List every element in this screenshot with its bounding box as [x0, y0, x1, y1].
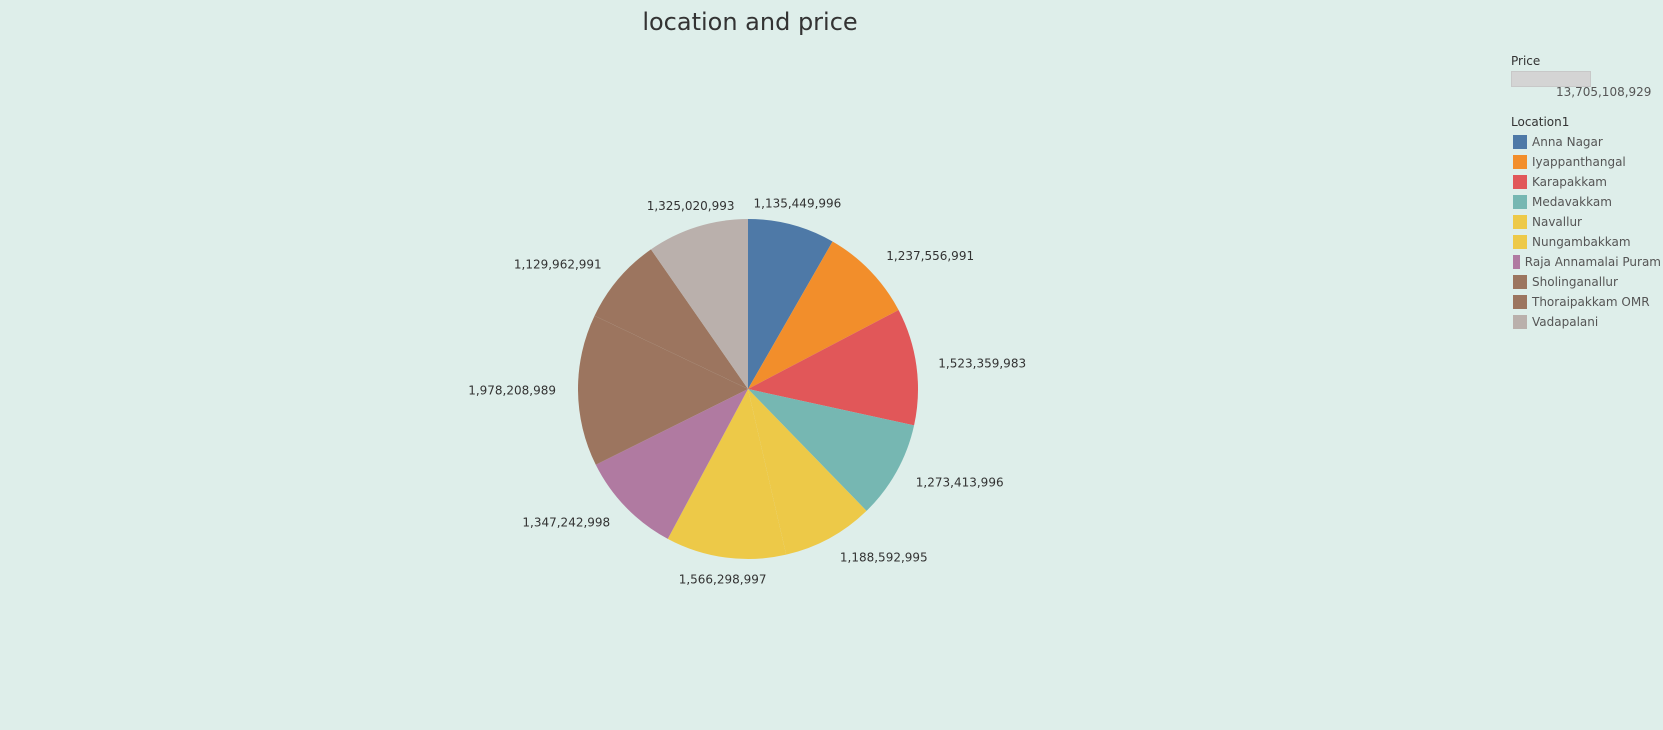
legend: Price 13,705,108,929 Location1 Anna Naga…: [1511, 54, 1661, 332]
slice-value-label: 1,135,449,996: [754, 197, 842, 211]
legend-item[interactable]: Medavakkam: [1511, 192, 1661, 212]
legend-swatch: [1513, 275, 1527, 289]
legend-label: Sholinganallur: [1532, 275, 1618, 289]
legend-item[interactable]: Karapakkam: [1511, 172, 1661, 192]
price-legend-title: Price: [1511, 54, 1541, 68]
legend-label: Karapakkam: [1532, 175, 1607, 189]
legend-swatch: [1513, 255, 1520, 269]
slice-value-label: 1,325,020,993: [647, 199, 735, 213]
legend-label: Vadapalani: [1532, 315, 1599, 329]
legend-label: Iyappanthangal: [1532, 155, 1626, 169]
legend-swatch: [1513, 175, 1527, 189]
legend-swatch: [1513, 235, 1527, 249]
legend-swatch: [1513, 315, 1527, 329]
legend-swatch: [1513, 215, 1527, 229]
slice-value-label: 1,523,359,983: [938, 356, 1026, 370]
legend-item[interactable]: Raja Annamalai Puram: [1511, 252, 1661, 272]
price-range-label: 13,705,108,929: [1556, 85, 1652, 99]
legend-item[interactable]: Nungambakkam: [1511, 232, 1661, 252]
legend-swatch: [1513, 135, 1527, 149]
pie-slice-raja-annamalai-puram[interactable]: [595, 389, 748, 539]
price-size-bar: [1511, 71, 1591, 87]
pie-slice-nungambakkam[interactable]: [667, 389, 787, 560]
slice-value-label: 1,347,242,998: [522, 516, 610, 530]
legend-items: Anna Nagar Iyappanthangal Karapakkam Medava…: [1511, 132, 1661, 332]
pie-slice-iyappanthangal[interactable]: [748, 241, 899, 389]
slice-value-label: 1,188,592,995: [840, 551, 928, 565]
slice-value-label: 1,566,298,997: [679, 572, 767, 586]
pie-slice-navallur[interactable]: [748, 389, 867, 555]
location-legend-title: Location1: [1511, 115, 1570, 129]
pie-slice-medavakkam[interactable]: [748, 389, 915, 511]
legend-item[interactable]: Vadapalani: [1511, 312, 1661, 332]
pie-slice-vadapalani[interactable]: [650, 219, 748, 389]
slice-value-label: 1,237,556,991: [886, 249, 974, 263]
pie-slice-sholinganallur[interactable]: [577, 315, 748, 465]
legend-item[interactable]: Navallur: [1511, 212, 1661, 232]
pie-slice-anna-nagar[interactable]: [748, 219, 833, 389]
legend-label: Nungambakkam: [1532, 235, 1631, 249]
pie-slice-thoraipakkam-omr[interactable]: [594, 249, 748, 389]
chart-title: location and price: [642, 8, 858, 36]
legend-label: Medavakkam: [1532, 195, 1612, 209]
legend-swatch: [1513, 195, 1527, 209]
legend-label: Navallur: [1532, 215, 1582, 229]
legend-swatch: [1513, 295, 1527, 309]
legend-label: Anna Nagar: [1532, 135, 1603, 149]
slice-value-label: 1,978,208,989: [468, 384, 556, 398]
slice-value-label: 1,273,413,996: [916, 475, 1004, 489]
legend-label: Raja Annamalai Puram: [1524, 255, 1661, 269]
legend-swatch: [1513, 155, 1527, 169]
legend-item[interactable]: Iyappanthangal: [1511, 152, 1661, 172]
pie-chart: 1,135,449,996 1,237,556,991 1,523,359,983 1…: [468, 197, 1026, 587]
pie-slice-karapakkam[interactable]: [748, 310, 919, 426]
legend-label: Thoraipakkam OMR: [1532, 295, 1650, 309]
legend-item[interactable]: Sholinganallur: [1511, 272, 1661, 292]
slice-value-label: 1,129,962,991: [514, 258, 602, 272]
legend-item[interactable]: Thoraipakkam OMR: [1511, 292, 1661, 312]
legend-item[interactable]: Anna Nagar: [1511, 132, 1661, 152]
